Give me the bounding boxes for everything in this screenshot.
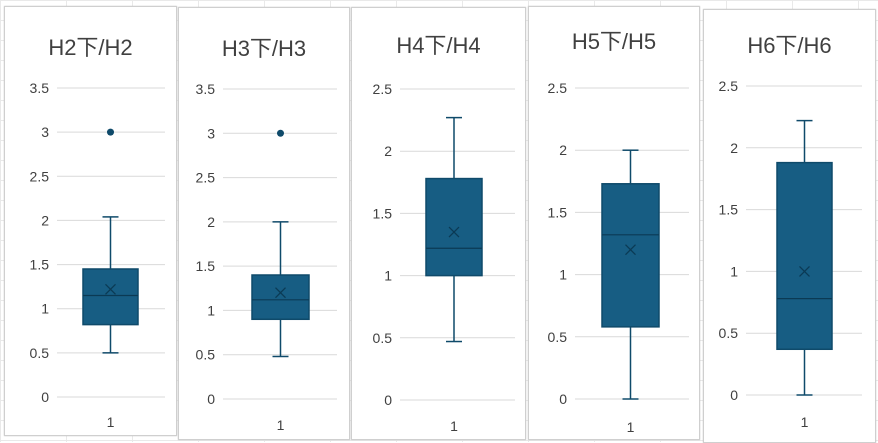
chart-panel[interactable]: H5下/H5 0 0.5 1 1.5 2 2.5 1: [528, 6, 700, 440]
y-tick-label: 3.5: [196, 81, 216, 97]
y-tick-label: 1: [207, 302, 215, 318]
chart-panel[interactable]: H6下/H6 0 0.5 1 1.5 2 2.5 1: [703, 9, 876, 443]
box-iqr[interactable]: [82, 268, 139, 326]
outlier-point[interactable]: [107, 128, 114, 136]
box-iqr[interactable]: [601, 183, 660, 328]
chart-panel[interactable]: H3下/H3 0 0.5 1 1.5 2 2.5 3 3.5 1: [178, 7, 350, 440]
chart-title: H3下/H3: [222, 36, 306, 61]
x-category-label: 1: [277, 417, 285, 433]
y-tick-label: 2.5: [548, 80, 568, 96]
y-tick-label: 3: [41, 124, 49, 140]
mean-marker: [105, 283, 116, 295]
box-iqr[interactable]: [776, 161, 833, 351]
y-tick-label: 2: [559, 142, 567, 158]
chart-title: H2下/H2: [48, 35, 132, 60]
chart-panel[interactable]: H2下/H2 0 0.5 1 1.5 2 2.5 3 3.5 1: [4, 6, 177, 436]
y-tick-label: 2.5: [30, 168, 50, 184]
boxplot-svg: H6下/H6 0 0.5 1 1.5 2 2.5 1: [719, 33, 862, 430]
y-tick-label: 3.5: [30, 80, 50, 96]
y-tick-label: 1.5: [548, 204, 568, 220]
y-tick-label: 1.5: [373, 205, 393, 221]
y-tick-label: 2.5: [373, 81, 393, 97]
mean-marker: [799, 265, 810, 277]
box-iqr[interactable]: [425, 177, 483, 277]
mean-marker: [275, 287, 286, 299]
x-category-label: 1: [801, 414, 809, 430]
outlier-point[interactable]: [277, 129, 284, 137]
y-tick-label: 0: [207, 391, 215, 407]
y-tick-label: 2: [730, 140, 738, 156]
y-tick-label: 1: [559, 267, 567, 283]
y-tick-label: 0: [730, 387, 738, 403]
boxplot-svg: H4下/H4 0 0.5 1 1.5 2 2.5 1: [373, 33, 515, 434]
y-tick-label: 2: [207, 214, 215, 230]
x-category-label: 1: [450, 418, 458, 434]
boxplot-svg: H3下/H3 0 0.5 1 1.5 2 2.5 3 3.5 1: [196, 36, 337, 433]
y-tick-label: 2.5: [719, 78, 739, 94]
y-tick-label: 0: [41, 389, 49, 405]
y-tick-label: 0.5: [30, 345, 50, 361]
chart-title: H5下/H5: [572, 29, 656, 54]
y-tick-label: 1: [41, 301, 49, 317]
y-tick-label: 1.5: [30, 257, 50, 273]
y-tick-label: 1: [730, 263, 738, 279]
y-tick-label: 0: [559, 391, 567, 407]
boxplot-svg: H2下/H2 0 0.5 1 1.5 2 2.5 3 3.5 1: [30, 35, 165, 430]
box-iqr[interactable]: [251, 274, 310, 321]
y-tick-label: 0.5: [719, 325, 739, 341]
chart-panel[interactable]: H4下/H4 0 0.5 1 1.5 2 2.5 1: [351, 7, 526, 440]
chart-title: H6下/H6: [747, 33, 831, 58]
y-tick-label: 1.5: [196, 258, 216, 274]
x-category-label: 1: [107, 414, 115, 430]
y-tick-label: 0.5: [196, 347, 216, 363]
mean-marker: [448, 226, 460, 238]
x-category-label: 1: [627, 419, 635, 435]
y-tick-label: 1.5: [719, 202, 739, 218]
y-tick-label: 0.5: [548, 329, 568, 345]
chart-title: H4下/H4: [396, 33, 480, 58]
y-tick-label: 3: [207, 125, 215, 141]
y-tick-label: 2: [384, 143, 392, 159]
y-tick-label: 1: [384, 268, 392, 284]
mean-marker: [625, 244, 636, 256]
y-tick-label: 0.5: [373, 330, 393, 346]
y-tick-label: 0: [384, 392, 392, 408]
boxplot-svg: H5下/H5 0 0.5 1 1.5 2 2.5 1: [548, 29, 689, 435]
y-tick-label: 2.5: [196, 170, 216, 186]
y-tick-label: 2: [41, 212, 49, 228]
